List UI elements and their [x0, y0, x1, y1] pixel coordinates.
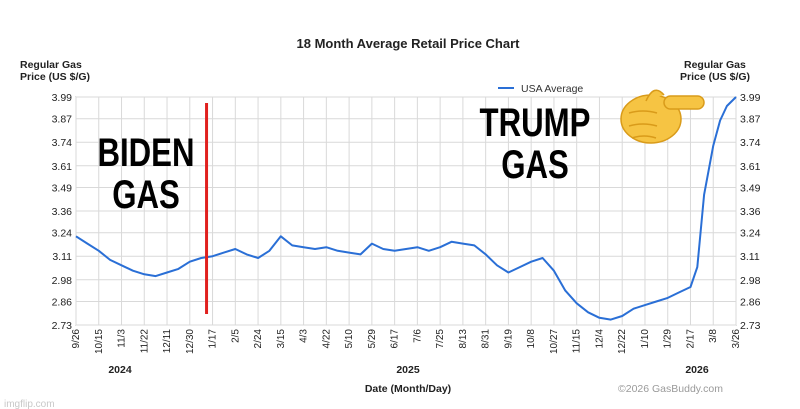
x-tick-label: 2/24 — [253, 329, 264, 349]
y-tick-labels-left: 3.99 3.87 3.74 3.61 3.49 3.36 3.24 3.11 2.98 2.86… — [52, 92, 73, 332]
y-tick-label-left: 3.36 — [52, 206, 73, 218]
x-tick-label: 2/5 — [230, 329, 241, 343]
series-line-usa-average — [75, 96, 737, 321]
x-tick-label: 4/3 — [299, 329, 310, 343]
y-tick-label-left: 3.74 — [52, 137, 73, 149]
x-axis-label: Date (Month/Day) — [365, 383, 451, 395]
x-tick-label: 1/17 — [208, 329, 219, 349]
y-tick-label-right: 2.86 — [740, 296, 761, 308]
x-tick-label: 1/10 — [640, 329, 651, 349]
biden-gas-text: GAS — [112, 172, 180, 217]
trump-text: TRUMP — [480, 100, 591, 145]
y-tick-label-right: 3.74 — [740, 137, 761, 149]
chart-title: 18 Month Average Retail Price Chart — [297, 36, 521, 51]
year-label-2025: 2025 — [396, 364, 420, 376]
y-tick-label-left: 3.49 — [52, 182, 73, 194]
x-tick-label: 11/22 — [139, 329, 150, 354]
x-tick-label: 12/22 — [617, 329, 628, 354]
x-tick-label: 2/17 — [685, 329, 696, 349]
y-axis-label-left-line2: Price (US $/G) — [20, 71, 90, 83]
x-tick-label: 6/17 — [390, 329, 401, 349]
x-tick-label: 12/4 — [594, 329, 605, 349]
y-tick-label-left: 2.86 — [52, 296, 73, 308]
y-tick-label-right: 3.24 — [740, 228, 761, 240]
y-tick-label-left: 2.98 — [52, 275, 73, 287]
y-tick-label-right: 2.73 — [740, 320, 761, 332]
gridlines — [75, 96, 737, 326]
legend-label: USA Average — [521, 83, 583, 95]
x-tick-label: 1/29 — [663, 329, 674, 349]
x-tick-label: 10/15 — [94, 329, 105, 354]
x-tick-label: 12/30 — [185, 329, 196, 354]
y-tick-label-left: 3.87 — [52, 114, 73, 126]
x-tick-label: 3/8 — [708, 329, 719, 343]
y-tick-label-right: 3.11 — [740, 251, 760, 263]
y-tick-label-right: 3.99 — [740, 92, 761, 104]
x-tick-label: 9/19 — [503, 329, 514, 349]
x-tick-label: 7/25 — [435, 329, 446, 349]
y-axis-label-left-line1: Regular Gas — [20, 59, 82, 71]
y-tick-label-right: 3.61 — [740, 161, 761, 173]
x-tick-label: 9/26 — [71, 329, 82, 349]
biden-text: BIDEN — [97, 130, 194, 175]
x-tick-label: 11/15 — [572, 329, 583, 354]
y-tick-label-right: 2.98 — [740, 275, 761, 287]
year-label-2026: 2026 — [685, 364, 709, 376]
x-tick-label: 5/10 — [344, 329, 355, 349]
x-tick-label: 7/6 — [412, 329, 423, 343]
x-tick-label: 3/15 — [276, 329, 287, 349]
x-tick-labels: 9/26 10/15 11/3 11/22 12/11 12/30 1/17 2/5 2/24 3… — [71, 329, 742, 354]
watermark: imgflip.com — [4, 399, 55, 409]
y-tick-label-left: 2.73 — [52, 320, 73, 332]
x-tick-label: 3/26 — [731, 329, 742, 349]
x-tick-label: 11/3 — [117, 329, 128, 348]
pointing-hand-icon — [620, 89, 705, 144]
x-tick-label: 10/27 — [549, 329, 560, 354]
credit-text: ©2026 GasBuddy.com — [618, 383, 723, 395]
x-tick-label: 4/22 — [321, 329, 332, 349]
y-tick-label-left: 3.99 — [52, 92, 73, 104]
y-tick-labels-right: 3.99 3.87 3.74 3.61 3.49 3.36 3.24 3.11 2.98 2.86… — [740, 92, 761, 332]
y-axis-label-right-line2: Price (US $/G) — [680, 71, 750, 83]
x-tick-label: 12/11 — [162, 329, 173, 354]
trump-gas-text: GAS — [501, 142, 569, 187]
y-tick-label-left: 3.24 — [52, 228, 73, 240]
year-label-2024: 2024 — [108, 364, 132, 376]
y-axis-label-right-line1: Regular Gas — [684, 59, 746, 71]
y-tick-label-right: 3.36 — [740, 206, 761, 218]
y-tick-label-right: 3.49 — [740, 182, 761, 194]
x-tick-label: 10/8 — [526, 329, 537, 349]
x-tick-label: 8/13 — [458, 329, 469, 349]
x-tick-label: 5/29 — [367, 329, 378, 349]
y-tick-label-left: 3.11 — [52, 251, 72, 263]
y-tick-label-right: 3.87 — [740, 114, 761, 126]
x-tick-label: 8/31 — [481, 329, 492, 349]
y-tick-label-left: 3.61 — [52, 161, 73, 173]
